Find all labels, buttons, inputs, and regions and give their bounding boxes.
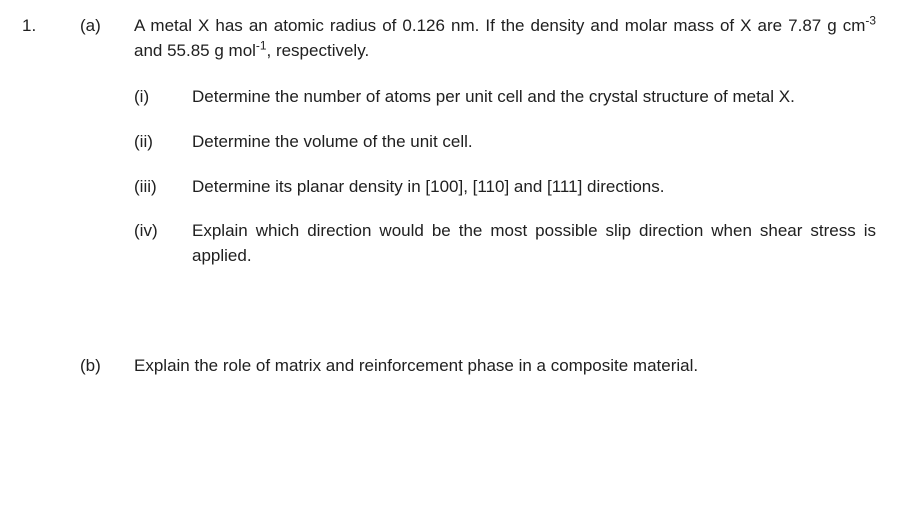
- part-label-a: (a): [80, 14, 134, 39]
- question-number: 1.: [22, 14, 80, 39]
- sub-iv-row: (iv) Explain which direction would be th…: [22, 219, 876, 268]
- sub-text-iii: Determine its planar density in [100], […: [192, 175, 876, 200]
- sub-label-iii: (iii): [134, 175, 192, 200]
- sub-text-ii: Determine the volume of the unit cell.: [192, 130, 876, 155]
- vertical-gap: [22, 288, 876, 354]
- part-label-b: (b): [80, 354, 134, 379]
- sub-label-ii: (ii): [134, 130, 192, 155]
- sub-ii-row: (ii) Determine the volume of the unit ce…: [22, 130, 876, 155]
- sub-label-iv: (iv): [134, 219, 192, 244]
- sub-iii-row: (iii) Determine its planar density in [1…: [22, 175, 876, 200]
- exam-page: 1. (a) A metal X has an atomic radius of…: [0, 0, 904, 529]
- part-b-row: (b) Explain the role of matrix and reinf…: [22, 354, 876, 379]
- part-a-intro-row: 1. (a) A metal X has an atomic radius of…: [22, 14, 876, 63]
- sub-text-i: Determine the number of atoms per unit c…: [192, 85, 876, 110]
- part-a-intro-text: A metal X has an atomic radius of 0.126 …: [134, 14, 876, 63]
- sub-i-row: (i) Determine the number of atoms per un…: [22, 85, 876, 110]
- sub-text-iv: Explain which direction would be the mos…: [192, 219, 876, 268]
- sub-label-i: (i): [134, 85, 192, 110]
- part-b-text: Explain the role of matrix and reinforce…: [134, 354, 876, 379]
